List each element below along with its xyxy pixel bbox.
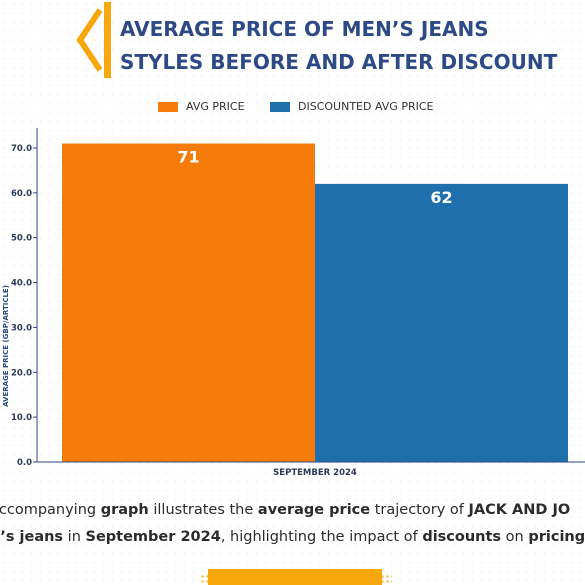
- chart-legend: AVG PRICE DISCOUNTED AVG PRICE: [0, 100, 585, 116]
- legend-swatch-avg-price: [158, 101, 178, 112]
- footer-accent-bar: [208, 569, 382, 585]
- y-tick-label: 20.0: [11, 368, 32, 378]
- description-text-run: accompanying: [0, 502, 101, 518]
- description-text-run: trajectory of: [370, 502, 469, 518]
- title-line-1: AVERAGE PRICE OF MEN’S JEANS: [120, 17, 489, 41]
- title-line-2: STYLES BEFORE AND AFTER DISCOUNT: [120, 50, 558, 74]
- bar-discounted-avg-price: [315, 183, 568, 462]
- y-tick-label: 70.0: [11, 144, 32, 154]
- bar-avg-price: [62, 143, 315, 462]
- y-tick-label: 30.0: [11, 323, 32, 333]
- description-line-2: n’s jeans in September 2024, highlightin…: [0, 524, 585, 551]
- description-text-run: discounts: [422, 529, 502, 545]
- y-tick-label: 10.0: [11, 413, 32, 423]
- description-text-run: n’s jeans: [0, 529, 64, 545]
- description-text-run: graph: [100, 502, 149, 518]
- description-text-run: , highlighting the impact of: [220, 529, 423, 545]
- description-text-run: illustrates the: [148, 502, 258, 518]
- page-title: AVERAGE PRICE OF MEN’S JEANS STYLES BEFO…: [120, 13, 580, 79]
- description-text-run: pricing: [528, 529, 585, 545]
- y-tick-label: 0.0: [17, 458, 32, 468]
- legend-item-discounted-avg-price: DISCOUNTED AVG PRICE: [270, 100, 433, 113]
- y-tick-label: 40.0: [11, 279, 32, 289]
- x-tick-label: SEPTEMBER 2024: [273, 468, 357, 478]
- legend-label-avg-price: AVG PRICE: [186, 100, 245, 113]
- description-paragraph: accompanying graph illustrates the avera…: [0, 497, 585, 551]
- data-label-avg-price: 71: [177, 148, 199, 167]
- header-accent-bar: [104, 2, 111, 78]
- legend-swatch-discounted-avg-price: [270, 101, 290, 112]
- legend-item-avg-price: AVG PRICE: [158, 100, 245, 113]
- description-text-run: September 2024: [85, 529, 221, 545]
- chevron-left-icon: [76, 8, 102, 72]
- data-label-discounted-avg-price: 62: [430, 188, 452, 207]
- bar-chart: 71 62 0.0 10.0 20.0 30.0 40.0 50.0 60.0 70.0 SEPTE…: [2, 128, 585, 478]
- y-tick-label: 50.0: [11, 234, 32, 244]
- legend-label-discounted-avg-price: DISCOUNTED AVG PRICE: [298, 100, 434, 113]
- description-text-run: on: [501, 529, 529, 545]
- description-text-run: in: [63, 529, 86, 545]
- y-axis-label: AVERAGE PRICE (GBP/ARTICLE): [2, 285, 10, 407]
- description-line-1: accompanying graph illustrates the avera…: [0, 497, 585, 524]
- description-text-run: JACK AND JO: [468, 502, 571, 518]
- description-text-run: average price: [257, 502, 371, 518]
- y-tick-label: 60.0: [11, 189, 32, 199]
